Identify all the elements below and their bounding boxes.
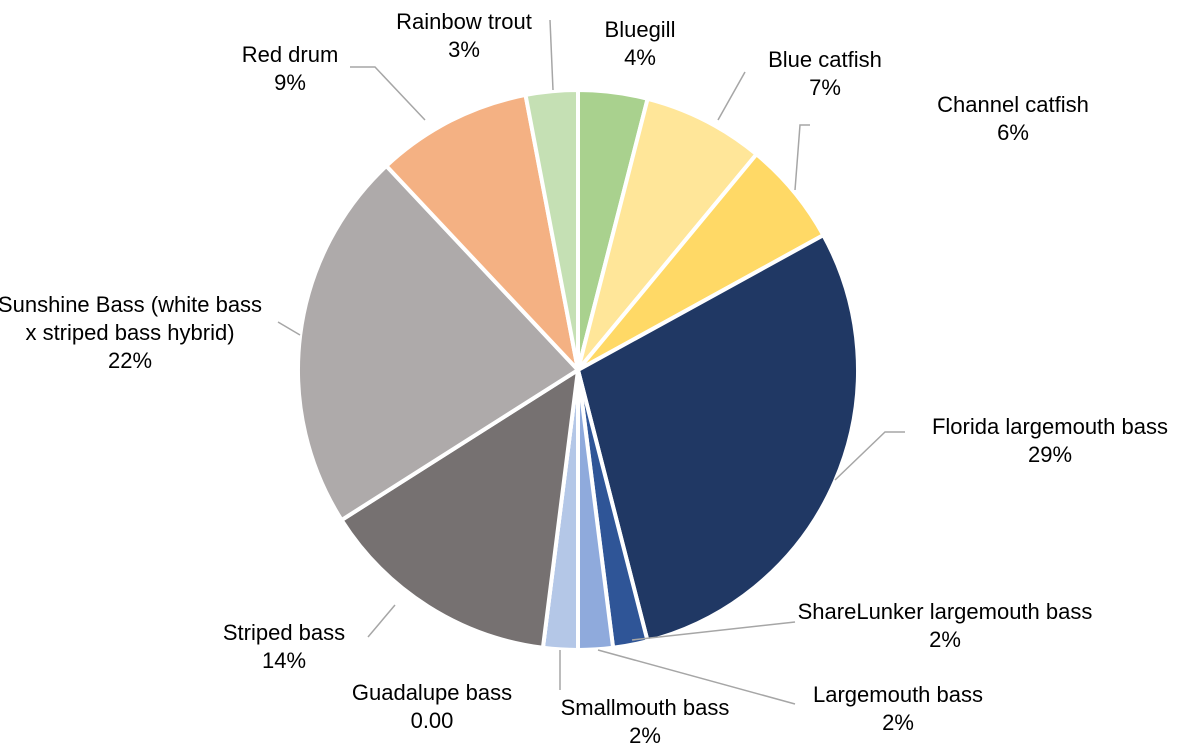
slice-name: Sunshine Bass (white bass x striped bass… xyxy=(0,292,263,345)
leader-line xyxy=(631,621,796,641)
leader-line xyxy=(350,66,426,121)
pie-slice xyxy=(384,92,580,372)
slice-name: Largemouth bass xyxy=(813,682,983,707)
leader-line xyxy=(717,71,746,121)
pie-slice xyxy=(576,96,759,372)
data-label: Smallmouth bass 2% xyxy=(515,694,775,747)
slice-value: 2% xyxy=(882,710,914,735)
data-label: Channel catfish 6% xyxy=(903,91,1123,147)
data-label: Red drum 9% xyxy=(210,41,370,97)
slice-name: Bluegill xyxy=(604,17,676,42)
slice-name: Rainbow trout xyxy=(396,9,532,34)
data-label: Guadalupe bass 0.00 xyxy=(322,679,542,735)
pie-slice xyxy=(576,233,860,644)
leader-line xyxy=(277,321,301,336)
slice-value: 2% xyxy=(629,723,661,747)
pie-slice xyxy=(339,368,580,650)
slice-value: 29% xyxy=(1027,442,1073,467)
slice-value: 3% xyxy=(448,37,480,62)
data-label: Largemouth bass 2% xyxy=(768,681,1028,737)
slice-value: 6% xyxy=(997,120,1029,145)
slice-value: 22% xyxy=(107,348,153,373)
slice-name: Florida largemouth bass xyxy=(931,414,1168,439)
slice-value: 7% xyxy=(809,75,841,100)
data-label: Rainbow trout 3% xyxy=(364,8,564,64)
slice-value: 0.00 xyxy=(410,708,454,733)
slice-name: Red drum xyxy=(241,42,339,67)
data-label: Florida largemouth bass 29% xyxy=(900,413,1198,469)
slice-name: ShareLunker largemouth bass xyxy=(797,599,1093,624)
data-label: Sunshine Bass (white bass x striped bass… xyxy=(0,291,270,375)
slice-value: 4% xyxy=(624,45,656,70)
slice-name: Blue catfish xyxy=(768,47,882,72)
slice-name: Guadalupe bass xyxy=(351,680,513,705)
leader-line xyxy=(367,604,396,638)
slice-name: Channel catfish xyxy=(937,92,1089,117)
data-label: Bluegill 4% xyxy=(540,16,740,72)
slice-value: 14% xyxy=(261,648,307,673)
pie-slice xyxy=(523,88,580,372)
slice-name: Striped bass xyxy=(222,620,346,645)
slice-name: Smallmouth bass xyxy=(560,695,730,720)
data-label: Blue catfish 7% xyxy=(725,46,925,102)
leader-line xyxy=(834,431,905,481)
pie-slice xyxy=(296,163,580,523)
leader-line xyxy=(549,19,554,91)
leader-line xyxy=(794,124,810,191)
slice-value: 2% xyxy=(929,627,961,652)
slice-value: 9% xyxy=(274,70,306,95)
data-label: ShareLunker largemouth bass 2% xyxy=(795,598,1095,654)
leader-line xyxy=(597,649,796,705)
data-label: Striped bass 14% xyxy=(184,619,384,675)
